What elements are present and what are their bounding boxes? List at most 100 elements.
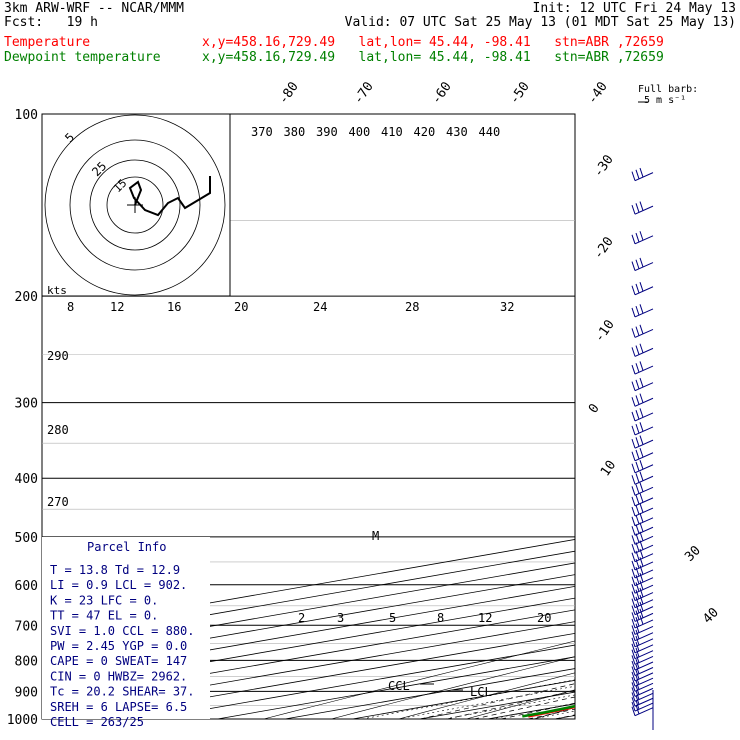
wind-barb [634,526,654,536]
wind-barb-flag [635,566,640,577]
wind-barb-flag [635,596,640,607]
isotherm-label: 10 [598,458,619,479]
wind-barb-flag [631,560,636,571]
moist-adiabat [582,296,740,719]
wind-barb-flag [631,568,636,579]
pressure-label-700: 700 [15,619,38,634]
theta-label: 270 [47,495,69,509]
moist-adiabat [446,690,575,719]
parcel-info-line: PW = 2.45 YGP = 0.0 [50,639,187,653]
wind-barb-flag [635,574,640,585]
barb-title: Full barb: [638,84,698,95]
wind-barb [634,606,654,616]
wind-barb-flag [639,377,644,388]
hodograph-ring [44,114,226,296]
wind-barb [634,439,654,449]
isotherm [42,585,575,680]
mixing-ratio-label: 12 [110,300,124,314]
wind-barb-flag [635,558,640,569]
wind-barb [634,328,654,338]
wind-barb-flag [635,610,640,620]
wind-barb-flag [631,706,636,716]
wind-barb-flag [635,589,640,599]
wind-barb-flag [639,594,644,605]
pressure-label-800: 800 [15,654,38,669]
dry-adiabat [398,672,575,719]
wind-barb [634,497,654,507]
wind-barb-flag [631,463,636,473]
isotherm [690,114,740,719]
mixing-ratio-line [397,685,575,719]
wind-barb [634,661,654,671]
wind-barb-flag [635,232,640,243]
wind-barb-flag [635,473,640,483]
wind-barb-flag [635,305,640,316]
dry-adiabat [669,114,740,719]
mixing-ratio-label: 12 [478,611,492,625]
wind-barb-flag [639,503,644,513]
wind-barb [634,286,654,296]
wind-barb [634,397,654,407]
theta-label: 380 [284,125,306,139]
wind-barb-flag [631,591,636,601]
wind-barb-flag [631,618,636,629]
wind-barb-flag [631,397,636,407]
wind-barb-flag [635,169,640,179]
wind-barb-flag [639,615,644,625]
wind-barb [634,382,654,392]
wind-barb-flag [635,423,640,434]
isotherm-label: -40 [585,79,611,107]
wind-barb-flag [635,461,640,472]
wind-barb-flag [639,408,644,418]
wind-barb [634,612,654,622]
wind-barb-flag [639,565,644,575]
dewpoint-legend: Dewpoint temperature [4,50,161,65]
mixing-ratio-label: 5 [389,611,396,625]
wind-barb-flag [635,685,640,695]
moist-adiabat [609,296,740,719]
parcel-info-line: CAPE = 0 SWEAT= 147 [50,654,187,668]
wind-barb [634,592,654,602]
isotherm [42,562,575,657]
wind-barb-flag [631,598,636,608]
mixing-ratio-label: 16 [167,300,181,314]
isotherm-label: 40 [700,605,722,627]
wind-barb-flag [639,513,644,523]
wind-barb-flag [635,203,640,213]
mixing-ratio-label: 20 [537,611,551,625]
wind-barb [634,632,654,642]
wind-barb-flag [639,522,644,532]
wind-barb-flag [631,171,636,181]
wind-barb-flag [635,629,640,640]
theta-label: 420 [414,125,436,139]
isotherm [42,597,575,692]
wind-barb [634,569,654,579]
hodograph-ring [106,176,164,234]
isotherm [149,644,575,719]
wind-barb-flag [639,531,644,541]
theta-label: 390 [316,125,338,139]
wind-barb-flag [631,643,636,653]
isotherm [487,703,575,719]
wind-barb [634,464,654,474]
wind-barb-flag [631,307,636,318]
wind-barb-flag [635,635,640,646]
wind-barb-flag [631,576,636,586]
moist-adiabat [554,714,575,719]
pressure-label-600: 600 [15,579,38,594]
parcel-info-line: TT = 47 EL = 0. [50,609,158,623]
isotherm-label: 30 [682,543,704,565]
wind-barbs [631,167,654,730]
wind-barb-flag [635,675,640,685]
wind-barb-flag [631,612,636,622]
wind-barb [634,452,654,462]
pressure-label-400: 400 [15,472,38,487]
wind-barb-flag [639,435,644,445]
wind-barb-flag [639,587,644,598]
wind-barb-flag [635,550,640,561]
wind-barb-flag [631,451,636,461]
wind-barb [634,544,654,554]
wind-barb-flag [631,552,636,562]
wind-barb-flag [639,601,644,612]
wind-barb-flag [631,347,636,357]
